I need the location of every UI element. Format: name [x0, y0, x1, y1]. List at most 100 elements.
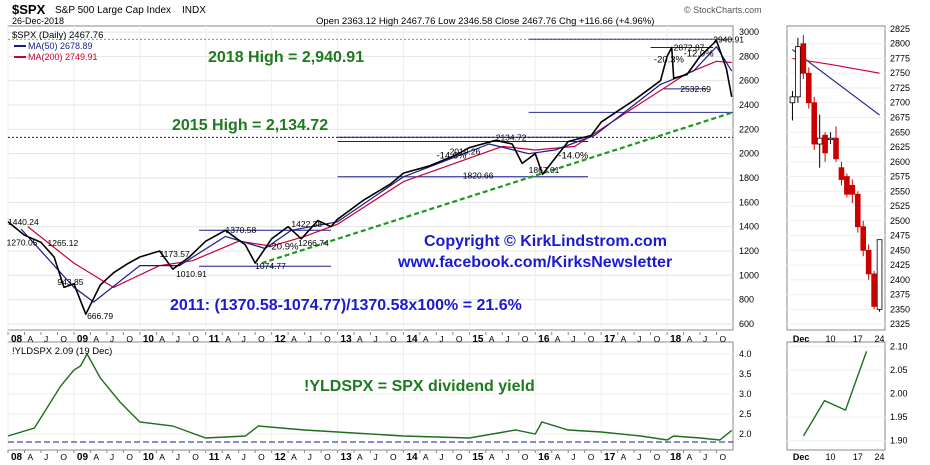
- main-ytick-label: 1400: [739, 222, 759, 232]
- main-xtick-label: A: [555, 334, 561, 344]
- annotation-2018-high: 2018 High = 2,940.91: [208, 49, 364, 66]
- header-date: 26-Dec-2018: [12, 16, 64, 26]
- detail-ytick-label: 2775: [890, 53, 910, 63]
- yield-ytick-label: 2.0: [739, 429, 752, 439]
- detail-ytick-label: 2475: [890, 231, 910, 241]
- main-xtick-label: O: [126, 334, 133, 344]
- detail-yield-ytick-label: 1.90: [890, 436, 908, 446]
- main-xtick-label: A: [423, 334, 429, 344]
- percent-label: -20.9%: [268, 242, 299, 253]
- value-label: 1422.38: [291, 219, 322, 229]
- main-xtick-label: 15: [472, 334, 484, 345]
- main-xtick-label: 16: [538, 334, 550, 345]
- yield-xtick-label: O: [324, 452, 331, 462]
- main-xtick-label: O: [258, 334, 265, 344]
- candle-body: [871, 273, 877, 307]
- detail-ytick-label: 2350: [890, 304, 910, 314]
- main-ytick-label: 600: [739, 319, 754, 329]
- candle-body: [805, 72, 812, 104]
- yield-xtick-label: A: [489, 452, 495, 462]
- header-exchange: INDX: [182, 5, 206, 16]
- yield-xtick-label: O: [522, 452, 529, 462]
- yield-xtick-label: J: [44, 452, 48, 462]
- yield-xtick-label: O: [126, 452, 133, 462]
- candle-body: [849, 184, 856, 195]
- main-xtick-label: A: [159, 334, 165, 344]
- main-xtick-label: J: [374, 334, 378, 344]
- yield-xtick-label: 12: [275, 452, 287, 463]
- value-label: 1074.77: [255, 261, 286, 271]
- main-xtick-label: 13: [341, 334, 353, 345]
- detail-ytick-label: 2425: [890, 260, 910, 270]
- detail-ytick-label: 2375: [890, 290, 910, 300]
- yield-xtick-label: A: [93, 452, 99, 462]
- yield-ytick-label: 3.0: [739, 389, 752, 399]
- candle-body: [800, 43, 807, 74]
- yield-xtick-label: O: [720, 452, 727, 462]
- yield-xtick-label: J: [176, 452, 180, 462]
- detail-ytick-label: 2400: [890, 275, 910, 285]
- trendline: [261, 111, 734, 265]
- detail-ytick-label: 2700: [890, 98, 910, 108]
- detail-ytick-label: 2575: [890, 172, 910, 182]
- main-xtick-label: 11: [209, 334, 220, 345]
- value-label: 1270.05: [7, 237, 38, 247]
- detail-xtick-label: 10: [826, 334, 836, 344]
- detail-yield-xtick-label: 17: [853, 452, 863, 462]
- detail-xtick-label: 24: [875, 334, 885, 344]
- percent-label: -20.3%: [654, 54, 685, 65]
- annotation-2011-formula: 2011: (1370.58-1074.77)/1370.58x100% = 2…: [170, 297, 522, 314]
- detail-ytick-label: 2450: [890, 245, 910, 255]
- candle-body: [811, 102, 818, 145]
- main-xtick-label: A: [291, 334, 297, 344]
- header-ohlc: Open 2363.12 High 2467.76 Low 2346.58 Cl…: [316, 16, 654, 27]
- candle-body: [860, 226, 867, 251]
- candle-body: [822, 134, 828, 154]
- main-xtick-label: O: [60, 334, 67, 344]
- level-lines: [8, 38, 734, 267]
- legend-price: $SPX (Daily) 2467.76: [12, 30, 103, 41]
- main-xtick-label: A: [93, 334, 99, 344]
- detail-ytick-label: 2550: [890, 186, 910, 196]
- series-layer: [7, 34, 883, 443]
- header-name: S&P 500 Large Cap Index: [55, 5, 171, 16]
- value-label: 1370.58: [226, 225, 257, 235]
- main-xtick-label: A: [621, 334, 627, 344]
- main-xtick-label: A: [489, 334, 495, 344]
- legend-yield: !YLDSPX 2.09 (19 Dec): [12, 346, 112, 357]
- yield-ytick-label: 4.0: [739, 349, 752, 359]
- main-xtick-label: A: [27, 334, 33, 344]
- yield-line: [7, 352, 733, 441]
- value-label: 2532.69: [680, 84, 711, 94]
- candle-body: [816, 137, 823, 145]
- main-xtick-label: 10: [143, 334, 155, 345]
- percent-label: -12.0%: [684, 48, 715, 59]
- detail-xtick-label: Dec: [793, 334, 810, 344]
- main-xtick-label: J: [242, 334, 246, 344]
- percent-label: -14.0%: [558, 151, 589, 162]
- main-xtick-label: O: [588, 334, 595, 344]
- yield-xtick-label: O: [192, 452, 199, 462]
- candle-body: [854, 193, 861, 228]
- yield-xtick-label: A: [423, 452, 429, 462]
- header-credit: © StockCharts.com: [684, 5, 762, 15]
- yield-xtick-label: 14: [406, 452, 418, 463]
- main-ytick-label: 2400: [739, 100, 759, 110]
- main-xtick-label: 08: [11, 334, 23, 345]
- yield-xtick-label: J: [571, 452, 575, 462]
- axis-labels-layer: 600 800 1000 1200 1400 1600 1800 2000 2200 2400 26…: [7, 24, 910, 463]
- detail-ytick-label: 2600: [890, 157, 910, 167]
- value-label: 2019.26: [450, 146, 481, 156]
- yield-xtick-label: 15: [472, 452, 484, 463]
- value-label: 1010.91: [176, 269, 207, 279]
- header-symbol: $SPX: [12, 2, 46, 17]
- yield-xtick-label: 09: [77, 452, 89, 463]
- legend-ma200: MA(200) 2749.91: [28, 52, 98, 62]
- yield-xtick-label: J: [637, 452, 641, 462]
- grid-layer: [7, 26, 885, 450]
- yield-xtick-label: J: [374, 452, 378, 462]
- main-xtick-label: 12: [275, 334, 287, 345]
- yield-xtick-label: 16: [538, 452, 550, 463]
- yield-xtick-label: A: [555, 452, 561, 462]
- main-xtick-label: J: [571, 334, 575, 344]
